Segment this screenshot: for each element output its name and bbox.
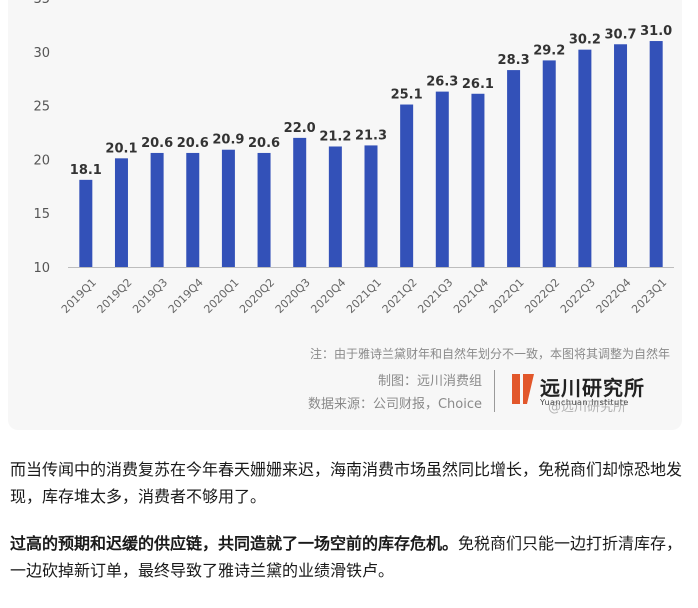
data-label: 21.2 [319, 129, 351, 144]
y-tick-label: 30 [33, 46, 50, 61]
x-tick-label: 2020Q4 [308, 276, 348, 316]
bar [364, 145, 378, 267]
data-label: 20.1 [105, 141, 137, 156]
data-label: 26.1 [462, 77, 494, 92]
bar [471, 93, 485, 267]
data-label: 31.0 [640, 24, 672, 39]
chart-card: 10 15 20 25 30 35 18.1 2019Q1 20.1 2019Q2 20.6 2019… [8, 0, 682, 430]
bar [578, 49, 592, 268]
logo-subtitle: Yuanchuan Institute [540, 398, 629, 407]
data-label: 20.6 [141, 136, 173, 151]
x-tick-label: 2019Q1 [59, 276, 99, 316]
data-label: 25.1 [391, 88, 423, 103]
x-tick-label: 2021Q2 [380, 276, 420, 316]
bar [186, 152, 200, 267]
data-label: 22.0 [284, 121, 316, 136]
article-paragraph-2-bold: 过高的预期和迟缓的供应链，共同造就了一场空前的库存危机。 [10, 534, 459, 553]
chart-credits: 制图：远川消费组 数据来源：公司财报，Choice [308, 370, 482, 416]
bar [649, 41, 663, 267]
data-label: 20.6 [248, 136, 280, 151]
bar-chart: 10 15 20 25 30 35 18.1 2019Q1 20.1 2019Q2 20.6 2019… [33, 0, 674, 316]
x-tick-label: 2020Q3 [273, 276, 313, 316]
article-paragraph-1: 而当传闻中的消费复苏在今年春天姗姗来迟，海南消费市场虽然同比增长，免税商们却惊恐… [10, 460, 683, 506]
data-label: 28.3 [498, 53, 530, 68]
watermark: @远川研究所 [548, 400, 627, 415]
article-paragraph-2: 过高的预期和迟缓的供应链，共同造就了一场空前的库存危机。免税商们只能一边打折清库… [10, 530, 690, 584]
x-tick-label: 2022Q1 [487, 276, 527, 316]
x-tick-label: 2020Q2 [237, 276, 277, 316]
x-tick-label: 2019Q2 [95, 276, 135, 316]
data-label: 30.7 [604, 27, 636, 42]
x-tick-label: 2022Q4 [594, 276, 634, 316]
x-tick-label: 2022Q2 [522, 276, 562, 316]
y-tick-label: 10 [33, 261, 50, 276]
bar [328, 146, 342, 267]
bar [435, 91, 449, 267]
y-tick-label: 25 [33, 100, 50, 115]
data-label: 30.2 [569, 33, 601, 48]
bar [542, 60, 556, 267]
article-paragraph-2-rest: 免税商们只能一边打折清库存，一边砍掉新订单，最终导致了雅诗兰黛的业绩滑铁卢。 [10, 534, 683, 580]
made-by-label: 制图：远川消费组 [377, 374, 482, 389]
chart-note: 注：由于雅诗兰黛财年和自然年划分不一致，本图将其调整为自然年 [309, 347, 670, 361]
data-label: 21.3 [355, 128, 387, 143]
yuanchuan-logo: 远川研究所 Yuanchuan Institute [506, 368, 676, 416]
y-tick-label: 15 [33, 207, 50, 222]
data-label: 20.9 [212, 133, 244, 148]
data-source-label: 数据来源：公司财报，Choice [307, 397, 482, 412]
data-label: 29.2 [533, 43, 565, 58]
logo-name: 远川研究所 [540, 376, 645, 400]
bar [400, 104, 414, 267]
bar [614, 44, 628, 267]
x-tick-label: 2021Q3 [415, 276, 455, 316]
x-tick-label: 2019Q4 [166, 276, 206, 316]
data-label: 20.6 [177, 136, 209, 151]
bar [114, 158, 128, 267]
bar [257, 152, 271, 267]
x-tick-label: 2020Q1 [201, 276, 241, 316]
y-tick-label: 35 [33, 0, 50, 7]
x-tick-label: 2021Q4 [451, 276, 491, 316]
data-label: 26.3 [426, 75, 458, 90]
bar [221, 149, 235, 267]
x-tick-label: 2022Q3 [558, 276, 598, 316]
article-body: 而当传闻中的消费复苏在今年春天姗姗来迟，海南消费市场虽然同比增长，免税商们却惊恐… [10, 456, 690, 584]
data-label: 18.1 [70, 163, 102, 178]
x-tick-label: 2021Q1 [344, 276, 384, 316]
bar [150, 152, 164, 267]
x-tick-label: 2019Q3 [130, 276, 170, 316]
y-tick-label: 20 [33, 153, 50, 168]
bar [293, 137, 307, 267]
x-tick-label: 2023Q1 [629, 276, 669, 316]
bar [507, 70, 521, 267]
credits-divider [494, 370, 495, 412]
logo-mark-icon [512, 374, 534, 404]
bar [79, 179, 93, 267]
